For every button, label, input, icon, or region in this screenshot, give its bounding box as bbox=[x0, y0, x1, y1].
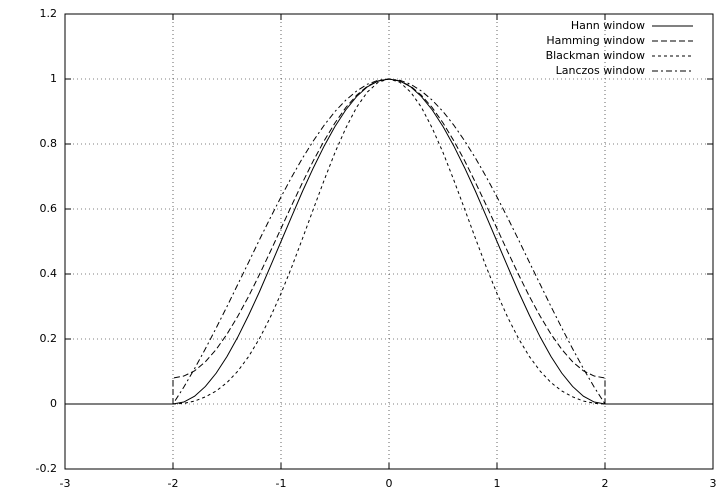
x-tick-label: -2 bbox=[168, 477, 179, 490]
y-tick-label: 0.8 bbox=[40, 137, 58, 150]
y-tick-label: 0.4 bbox=[40, 267, 58, 280]
legend-label: Blackman window bbox=[546, 49, 645, 62]
y-tick-label: 1 bbox=[50, 72, 57, 85]
y-tick-label: 0.6 bbox=[40, 202, 58, 215]
y-tick-label: 0 bbox=[50, 397, 57, 410]
y-tick-label: 0.2 bbox=[40, 332, 58, 345]
x-tick-label: -1 bbox=[276, 477, 287, 490]
series-line bbox=[65, 78, 713, 405]
legend-label: Hamming window bbox=[546, 34, 645, 47]
x-tick-label: 3 bbox=[710, 477, 717, 490]
x-tick-label: 1 bbox=[494, 477, 501, 490]
x-tick-label: 0 bbox=[386, 477, 393, 490]
legend-label: Hann window bbox=[571, 19, 645, 32]
plot-frame bbox=[64, 13, 714, 470]
y-tick-label: -0.2 bbox=[36, 462, 57, 475]
x-tick-label: -3 bbox=[60, 477, 71, 490]
x-tick-label: 2 bbox=[602, 477, 609, 490]
legend-label: Lanczos window bbox=[556, 64, 645, 77]
y-tick-label: 1.2 bbox=[40, 7, 58, 20]
